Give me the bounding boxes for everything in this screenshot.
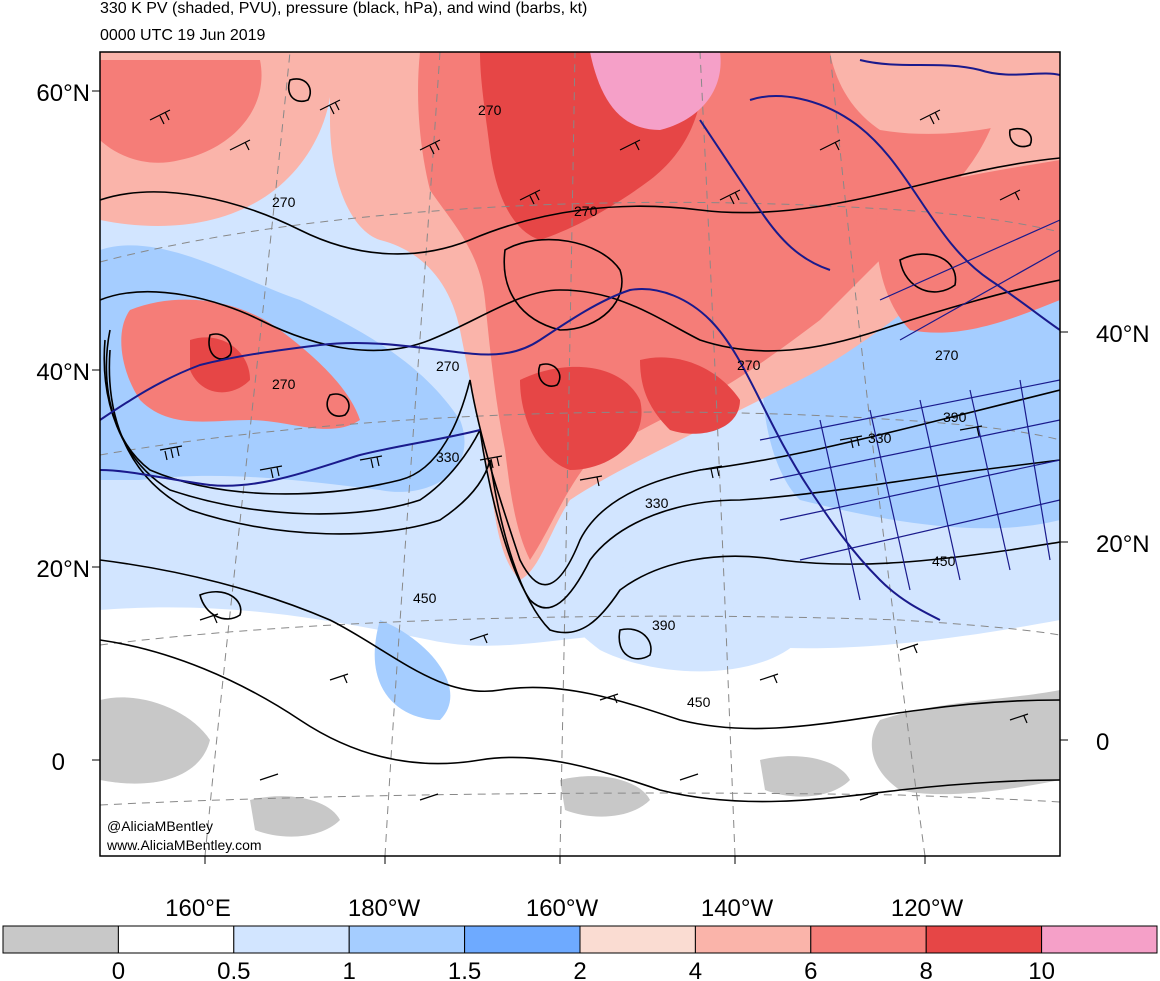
longitude-labels: 160°E 180°W 160°W 140°W 120°W bbox=[165, 895, 963, 922]
lat-label-right: 20°N bbox=[1096, 531, 1150, 558]
graticule bbox=[100, 52, 1060, 856]
colorbar-tick-label: 1 bbox=[343, 958, 356, 981]
credit-handle: @AliciaMBentley bbox=[107, 818, 213, 834]
colorbar-swatch bbox=[810, 925, 927, 954]
contour-label: 270 bbox=[478, 102, 502, 118]
contour-label: 450 bbox=[687, 694, 711, 710]
colorbar-swatch bbox=[579, 925, 696, 954]
pv-shade-blue-patch bbox=[374, 620, 451, 720]
colorbar-tick-label: 0 bbox=[112, 958, 125, 981]
colorbar-tick-label: 0.5 bbox=[217, 958, 250, 981]
colorbar-tick-label: 4 bbox=[689, 958, 702, 981]
lon-label: 160°W bbox=[526, 895, 599, 922]
lon-label: 180°W bbox=[348, 895, 421, 922]
lat-label-left: 40°N bbox=[36, 359, 90, 386]
lat-label-left: 20°N bbox=[36, 556, 90, 583]
pv-shade-magenta-north bbox=[590, 52, 721, 130]
bottom-ticks bbox=[204, 856, 926, 864]
pv-shade-darkred-central bbox=[520, 366, 642, 470]
contour-label: 330 bbox=[436, 449, 460, 465]
lat-label-right: 0 bbox=[1096, 729, 1109, 756]
pv-shade-red-nw bbox=[100, 60, 262, 163]
colorbar-tick-label: 6 bbox=[804, 958, 817, 981]
colorbar-swatch bbox=[925, 925, 1043, 954]
contour-label: 390 bbox=[652, 617, 676, 633]
contour-label: 450 bbox=[413, 590, 437, 606]
credit-group: @AliciaMBentley www.AliciaMBentley.com bbox=[106, 818, 262, 853]
colorbar-swatch bbox=[2, 925, 119, 954]
lat-label-right: 40°N bbox=[1096, 321, 1150, 348]
right-latitude-labels: 40°N 20°N 0 bbox=[1096, 321, 1150, 756]
pv-shade-darkred-low bbox=[190, 337, 250, 393]
contour-label: 450 bbox=[932, 553, 956, 569]
contour-label: 270 bbox=[737, 357, 761, 373]
colorbar-swatch bbox=[694, 925, 812, 954]
political-boundaries bbox=[759, 219, 1060, 601]
colorbar-tick-label: 8 bbox=[920, 958, 933, 981]
coastlines bbox=[100, 59, 1060, 621]
colorbar-swatch bbox=[233, 925, 350, 954]
left-latitude-labels: 60°N 40°N 20°N 0 bbox=[36, 80, 90, 776]
pv-shade-gray-se bbox=[871, 690, 1060, 795]
lat-label-left: 0 bbox=[52, 749, 65, 776]
pv-shade-pink-ne bbox=[830, 52, 1060, 134]
colorbar-tick-label: 1.5 bbox=[448, 958, 481, 981]
contour-label: 270 bbox=[436, 358, 460, 374]
lon-label: 120°W bbox=[891, 895, 964, 922]
lon-label: 140°W bbox=[701, 895, 774, 922]
map-valid-time: 0000 UTC 19 Jun 2019 bbox=[100, 27, 266, 44]
pv-shade-gray-sw bbox=[100, 697, 210, 784]
colorbar-swatch bbox=[348, 925, 466, 954]
colorbar: 0 0.5 1 1.5 2 4 6 8 10 bbox=[2, 925, 1158, 981]
pressure-contours bbox=[100, 78, 1060, 803]
colorbar-tick-label: 10 bbox=[1028, 958, 1055, 981]
contour-label: 270 bbox=[272, 194, 296, 210]
contour-label: 330 bbox=[868, 430, 892, 446]
lat-label-left: 60°N bbox=[36, 80, 90, 107]
colorbar-swatch bbox=[464, 925, 581, 954]
plot-frame bbox=[99, 51, 1061, 857]
contour-label: 270 bbox=[272, 376, 296, 392]
lon-label: 160°E bbox=[165, 895, 231, 922]
credit-url: www.AliciaMBentley.com bbox=[106, 837, 262, 853]
colorbar-tick-label: 2 bbox=[573, 958, 586, 981]
pv-shade-gray-s3 bbox=[250, 796, 340, 837]
map-title: 330 K PV (shaded, PVU), pressure (black,… bbox=[100, 0, 588, 17]
contour-label-group: 270 270 270 270 270 270 270 330 330 330 … bbox=[272, 102, 967, 710]
contour-label: 390 bbox=[943, 409, 967, 425]
contour-label: 270 bbox=[935, 347, 959, 363]
contour-label: 330 bbox=[645, 495, 669, 511]
wind-barbs bbox=[149, 99, 1029, 801]
pv-shade-gray-s1 bbox=[560, 776, 650, 817]
pv-shade-gray-s2 bbox=[760, 756, 850, 797]
right-ticks bbox=[1060, 331, 1068, 741]
left-ticks bbox=[92, 90, 100, 761]
colorbar-swatch bbox=[117, 925, 235, 954]
colorbar-swatch bbox=[1041, 925, 1158, 954]
contour-label: 270 bbox=[574, 203, 598, 219]
